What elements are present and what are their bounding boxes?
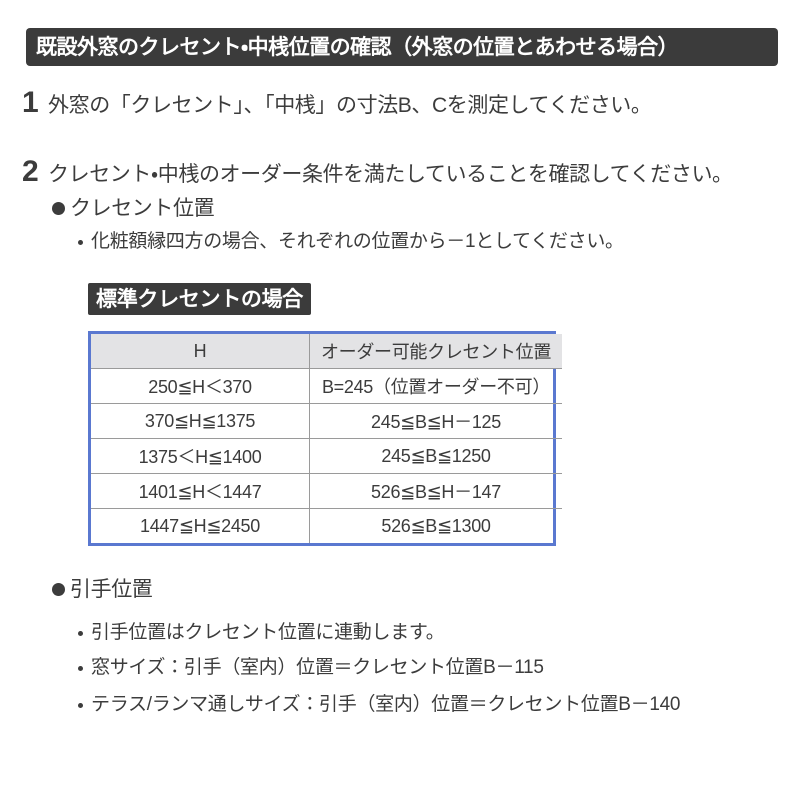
table-cell-h-range: 250≦H＜370 (91, 368, 310, 404)
table-row: 370≦H≦1375 245≦B≦H－125 (91, 403, 562, 439)
document-title-text: 既設外窓のクレセント・中桟位置の確認（外窓の位置とあわせる場合） (36, 35, 679, 59)
handle-position-note-3-label: テラス/ランマ通しサイズ：引手（室内）位置＝クレセント位置B－140 (91, 694, 681, 715)
standard-crescent-table-wrapper: H オーダー可能クレセント位置 250≦H＜370 B=245（位置オーダー不可… (88, 331, 562, 546)
step-2: 2 クレセント・中桟のオーダー条件を満たしていることを確認してください。 (22, 157, 733, 187)
table-section-banner: 標準クレセントの場合 (88, 283, 311, 315)
handle-position-note-3: テラス/ランマ通しサイズ：引手（室内）位置＝クレセント位置B－140 (78, 694, 680, 717)
table-header-cell-h: H (91, 334, 310, 369)
handle-position-heading-label: 引手位置 (70, 578, 153, 601)
table-header-row: H オーダー可能クレセント位置 (91, 334, 562, 369)
table-cell-position-range: 526≦B≦1300 (309, 508, 562, 543)
step-2-text: クレセント・中桟のオーダー条件を満たしていることを確認してください。 (48, 163, 733, 186)
small-dot-bullet-icon (78, 239, 83, 245)
table-cell-h-range: 1401≦H＜1447 (91, 473, 310, 509)
table-cell-position-range: 245≦B≦1250 (309, 438, 562, 474)
step-1-text: 外窓の「クレセント」、「中桟」の寸法B、Cを測定してください。 (48, 94, 652, 117)
handle-position-heading: 引手位置 (52, 577, 153, 602)
crescent-position-note: 化粧額縁四方の場合、それぞれの位置から－1としてください。 (78, 231, 624, 254)
table-cell-h-range: 1447≦H≦2450 (91, 508, 310, 543)
table-row: 1375＜H≦1400 245≦B≦1250 (91, 438, 562, 474)
small-dot-bullet-icon (78, 630, 83, 636)
table-cell-position-range: B=245（位置オーダー不可） (309, 368, 562, 404)
crescent-position-heading: クレセント位置 (52, 196, 215, 221)
step-1: 1 外窓の「クレセント」、「中桟」の寸法B、Cを測定してください。 (22, 88, 652, 118)
handle-position-note-2-label: 窓サイズ：引手（室内）位置＝クレセント位置B－115 (91, 657, 544, 678)
table-row: 1447≦H≦2450 526≦B≦1300 (91, 508, 562, 543)
table-cell-position-range: 245≦B≦H－125 (309, 403, 562, 439)
table-header-cell-orderable-position: オーダー可能クレセント位置 (309, 334, 562, 369)
table-row: 250≦H＜370 B=245（位置オーダー不可） (91, 368, 562, 404)
table-row: 1401≦H＜1447 526≦B≦H－147 (91, 473, 562, 509)
standard-crescent-table: H オーダー可能クレセント位置 250≦H＜370 B=245（位置オーダー不可… (91, 334, 562, 543)
filled-circle-bullet-icon (52, 202, 65, 216)
small-dot-bullet-icon (78, 702, 83, 708)
crescent-position-heading-label: クレセント位置 (70, 197, 215, 220)
handle-position-note-2: 窓サイズ：引手（室内）位置＝クレセント位置B－115 (78, 657, 544, 680)
table-cell-h-range: 1375＜H≦1400 (91, 438, 310, 474)
table-cell-position-range: 526≦B≦H－147 (309, 473, 562, 509)
table-cell-h-range: 370≦H≦1375 (91, 403, 310, 439)
small-dot-bullet-icon (78, 665, 83, 671)
handle-position-note-1: 引手位置はクレセント位置に連動します。 (78, 622, 445, 645)
handle-position-note-1-label: 引手位置はクレセント位置に連動します。 (91, 622, 445, 643)
step-2-number: 2 (22, 155, 39, 188)
crescent-position-note-label: 化粧額縁四方の場合、それぞれの位置から－1としてください。 (91, 231, 624, 252)
filled-circle-bullet-icon (52, 583, 65, 597)
step-1-number: 1 (22, 86, 39, 119)
document-title-bar: 既設外窓のクレセント・中桟位置の確認（外窓の位置とあわせる場合） (26, 28, 778, 66)
table-section-banner-text: 標準クレセントの場合 (96, 287, 303, 311)
